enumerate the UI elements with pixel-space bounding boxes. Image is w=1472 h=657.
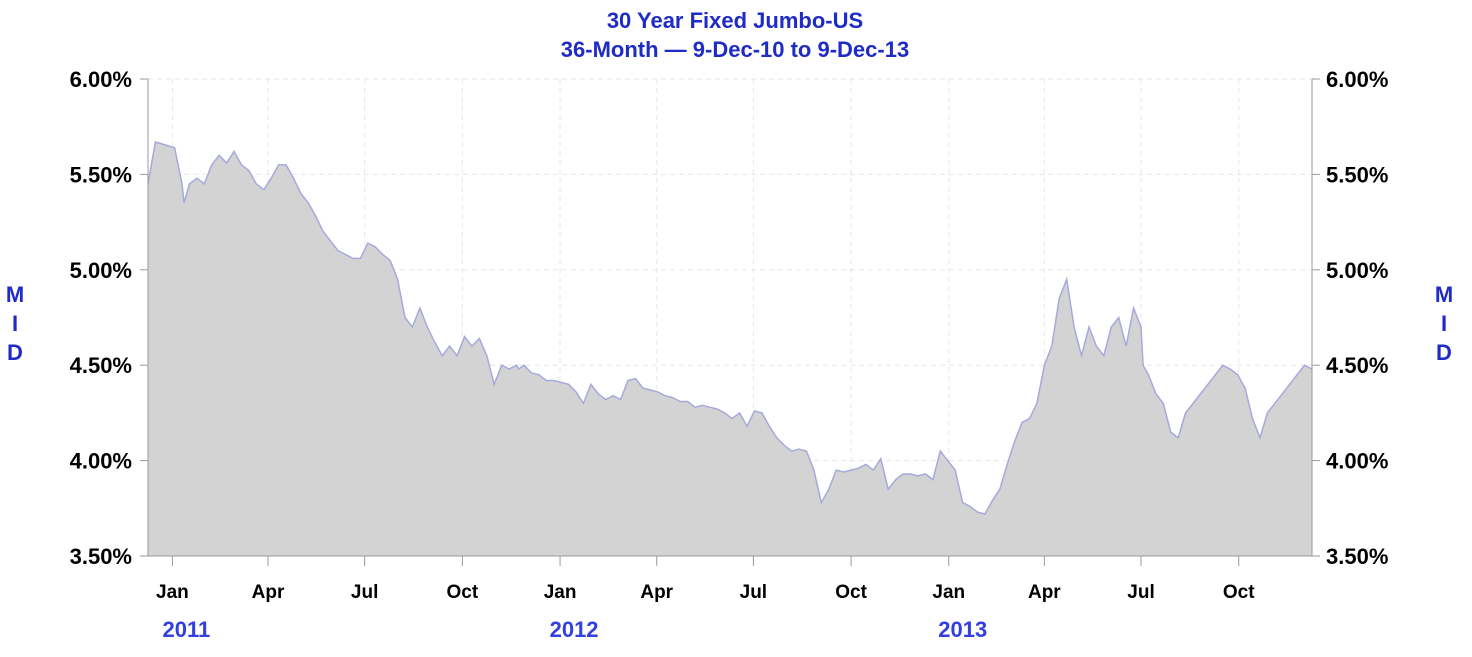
series-area-fill: [148, 142, 1312, 556]
y-axis-label-left-char: M: [6, 282, 24, 307]
y-tick-label-left: 6.00%: [70, 67, 132, 92]
y-tick-label-right: 4.00%: [1326, 449, 1388, 474]
axes: [140, 78, 1320, 566]
y-tick-label-left: 4.00%: [70, 449, 132, 474]
y-tick-label-right: 6.00%: [1326, 67, 1388, 92]
x-tick-label: Jan: [544, 582, 577, 603]
y-axis-label-right-char: M: [1435, 282, 1453, 307]
y-tick-label-right: 5.50%: [1326, 162, 1388, 187]
x-year-label: 2013: [938, 617, 987, 642]
y-tick-label-left: 5.50%: [70, 162, 132, 187]
y-axis-label-left-char: D: [7, 340, 23, 365]
y-tick-label-right: 5.00%: [1326, 258, 1388, 283]
chart-subtitle: 36-Month — 9-Dec-10 to 9-Dec-13: [561, 37, 909, 62]
y-tick-label-left: 3.50%: [70, 544, 132, 569]
y-axis-label-left-char: I: [12, 311, 18, 336]
x-tick-label: Oct: [1223, 582, 1255, 603]
x-tick-label: Jul: [740, 582, 767, 603]
x-tick-label: Jan: [932, 582, 965, 603]
y-axis-label-right-char: I: [1441, 311, 1447, 336]
y-tick-label-left: 4.50%: [70, 353, 132, 378]
x-year-label: 2012: [550, 617, 599, 642]
y-tick-label-left: 5.00%: [70, 258, 132, 283]
series-line: [147, 141, 1313, 515]
x-tick-label: Oct: [447, 582, 479, 603]
x-year-label: 2011: [163, 617, 211, 642]
x-tick-label: Jul: [351, 582, 378, 603]
x-tick-label: Apr: [1028, 582, 1061, 603]
x-tick-label: Apr: [640, 582, 673, 603]
y-tick-label-right: 3.50%: [1326, 544, 1388, 569]
x-tick-label: Jan: [156, 582, 189, 603]
x-tick-label: Apr: [252, 582, 285, 603]
x-tick-label: Oct: [835, 582, 867, 603]
y-axis-label-right-char: D: [1436, 340, 1452, 365]
x-tick-label: Jul: [1127, 582, 1154, 603]
chart-title: 30 Year Fixed Jumbo-US: [607, 8, 863, 33]
y-tick-label-right: 4.50%: [1326, 353, 1388, 378]
